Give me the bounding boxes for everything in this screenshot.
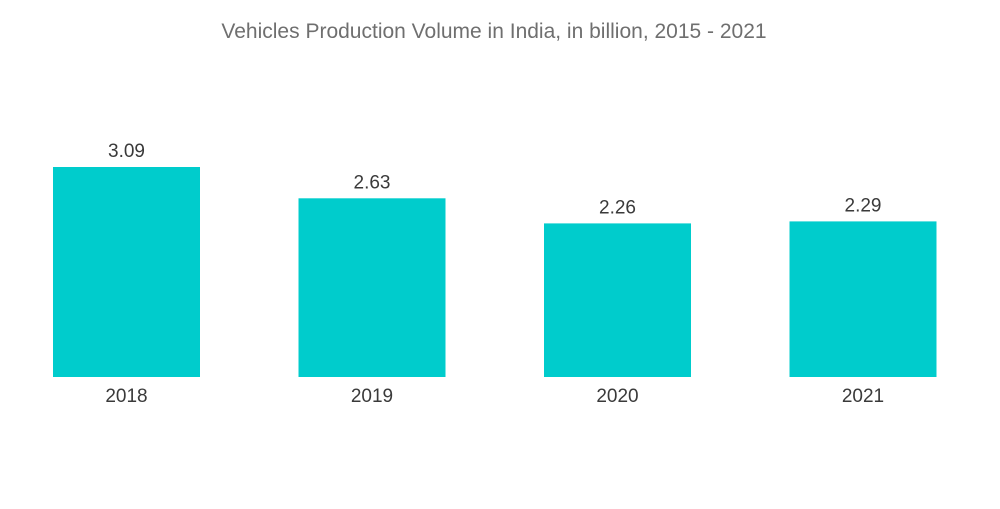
x-tick-label-2021: 2021 [842,386,884,407]
x-tick-label-2018: 2018 [105,386,147,407]
bars-layer: 3.09 2018 2.63 2019 2.26 2020 2.29 2021 [53,141,937,407]
bar-2020 [544,223,691,377]
data-label-2019: 2.63 [354,172,391,193]
data-label-2018: 3.09 [108,141,145,162]
bar-2019 [298,198,446,377]
x-tick-label-2020: 2020 [596,386,638,407]
bar-2018 [53,167,200,377]
bar-2021 [789,221,937,377]
data-label-2020: 2.26 [599,197,636,218]
chart-title: Vehicles Production Volume in India, in … [221,20,766,43]
x-tick-label-2019: 2019 [351,386,393,407]
data-label-2021: 2.29 [845,195,882,216]
